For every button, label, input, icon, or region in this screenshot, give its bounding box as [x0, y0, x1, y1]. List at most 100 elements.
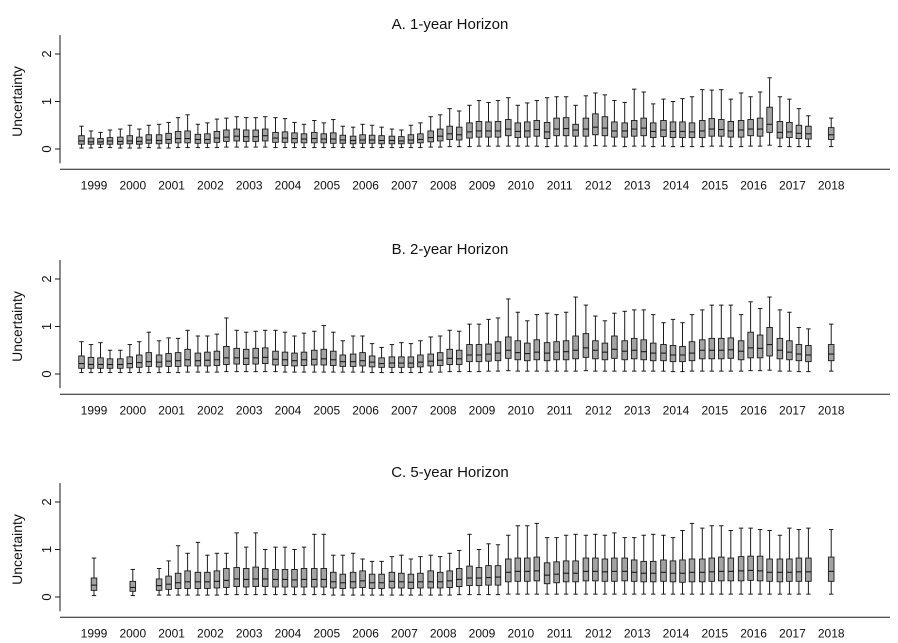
panel-c-box-2010-3 — [524, 557, 531, 582]
panel-a-box-2002-2 — [204, 133, 211, 144]
panel-b-box-2011-3 — [562, 340, 570, 361]
panel-b-box-2010-1 — [505, 336, 512, 359]
panel-b-y-axis-label: Uncertainty — [9, 291, 25, 362]
panel-c-x-tick-label-2008: 2008 — [430, 626, 457, 638]
panel-a-box-2014-2 — [669, 121, 677, 139]
panel-b-x-tick-label-2004: 2004 — [275, 403, 302, 417]
panel-a-x-tick-label-2001: 2001 — [158, 178, 185, 192]
panel-a-box-2010-3 — [524, 121, 531, 138]
panel-c-x-tick-label-2000: 2000 — [119, 626, 146, 638]
panel-c-x-tick-label-2011: 2011 — [547, 626, 573, 638]
panel-b-x-tick-label-2014: 2014 — [663, 403, 690, 417]
panel-b-x-tick-label-2013: 2013 — [624, 403, 651, 417]
panel-a-box-2015-2 — [708, 118, 716, 137]
panel-a-box-2017-2 — [786, 121, 793, 139]
panel-a-box-2011-1 — [543, 121, 551, 140]
panel-c-box-2010-2 — [514, 557, 522, 582]
panel-b-box-2001-4 — [184, 348, 191, 367]
panel-c-box-2006-4 — [378, 573, 385, 589]
panel-a-box-2010-1 — [505, 119, 512, 137]
panel-a-box-2009-2 — [475, 120, 483, 138]
panel-a-box-2001-2 — [165, 132, 172, 144]
panel-c-box-2003-4 — [261, 568, 269, 587]
panel-c-box-2001-2 — [165, 575, 172, 590]
panel-a-box-2006-2 — [359, 134, 366, 144]
panel-c-box-2002-2 — [204, 571, 211, 589]
panel-c-x-tick-label-2012: 2012 — [585, 626, 612, 638]
panel-a-box-2004-3 — [291, 132, 298, 144]
panel-a-box-2016-4 — [766, 106, 773, 133]
panel-b-box-2009-1 — [466, 344, 473, 363]
panel-b-box-2015-2 — [708, 337, 716, 360]
panel-c-y-tick-label-1: 1 — [39, 546, 54, 553]
panel-c-x-tick-label-2009: 2009 — [469, 626, 496, 638]
panel-a-box-2008-3 — [446, 125, 453, 140]
panel-c-y-tick-label-2: 2 — [39, 498, 54, 505]
panel-b-box-2004-2 — [281, 351, 289, 366]
panel-b-box-2007-4 — [417, 354, 424, 368]
panel-c-box-2015-4 — [727, 557, 735, 582]
panel-c-box-2016-3 — [756, 555, 764, 582]
panel-a-box-2017-3 — [795, 124, 803, 140]
panel-b-box-2015-1 — [699, 339, 706, 360]
panel-c-box-2013-2 — [630, 559, 638, 582]
panel-b-x-tick-label-2008: 2008 — [430, 403, 457, 417]
panel-c-box-2015-1 — [699, 558, 706, 583]
panel-a-box-2000-3 — [136, 136, 143, 145]
panel-c-box-2009-4 — [494, 565, 502, 586]
panel-a-x-tick-label-2000: 2000 — [119, 178, 146, 192]
panel-a-x-tick-label-2003: 2003 — [236, 178, 263, 192]
panel-a-x-tick-label-2010: 2010 — [507, 178, 534, 192]
panel-b-x-tick-label-2000: 2000 — [119, 403, 146, 417]
panel-b-box-2012-4 — [611, 335, 618, 359]
panel-c-x-tick-label-2004: 2004 — [275, 626, 302, 638]
panel-c-x-tick-label-2015: 2015 — [701, 626, 728, 638]
panel-b-y-tick-label-0: 0 — [39, 370, 54, 377]
panel-c-box-2017-1 — [776, 558, 784, 583]
panel-c-box-2007-3 — [407, 573, 415, 589]
panel-a-y-tick-label-2: 2 — [39, 50, 54, 57]
panel-a-box-2012-2 — [592, 113, 599, 136]
panel-b-box-2009-3 — [485, 343, 492, 362]
panel-c-box-2014-4 — [688, 558, 696, 583]
panel-b-box-2002-1 — [194, 352, 202, 367]
panel-b-x-tick-label-2001: 2001 — [158, 403, 185, 417]
panel-c-box-2017-4 — [805, 557, 812, 582]
panel-b-box-2016-4 — [766, 327, 773, 357]
panel-a-y-tick-label-0: 0 — [39, 145, 54, 152]
panel-a-x-tick-label-2015: 2015 — [701, 178, 728, 192]
panel-b-box-2003-3 — [252, 347, 259, 365]
panel-c-box-2009-3 — [485, 565, 492, 586]
panel-a-box-1999-2 — [87, 137, 95, 145]
panel-a-title: A. 1-year Horizon — [392, 16, 509, 33]
panel-a-box-2014-3 — [679, 121, 686, 139]
panel-a-box-2007-4 — [417, 133, 424, 144]
panel-b-box-2013-2 — [630, 337, 638, 360]
panel-b-x-tick-label-2016: 2016 — [740, 403, 767, 417]
panel-c-box-2016-2 — [747, 555, 754, 581]
panel-b-box-2007-2 — [398, 356, 405, 368]
panel-c-box-2006-1 — [349, 571, 357, 589]
panel-a-x-tick-label-2007: 2007 — [391, 178, 418, 192]
panel-c-box-2007-4 — [417, 572, 424, 589]
panel-b-x-tick-label-2009: 2009 — [469, 403, 496, 417]
panel-b-box-2006-1 — [349, 353, 357, 367]
panel-c-box-2004-4 — [300, 568, 308, 588]
panel-c-box-2014-3 — [679, 559, 686, 583]
panel-a-box-2002-3 — [213, 130, 221, 143]
panel-b-box-2009-4 — [494, 341, 502, 362]
panel-a-box-2005-3 — [330, 132, 337, 144]
panel-c-box-2013-1 — [621, 557, 628, 582]
panel-c-x-tick-label-2007: 2007 — [391, 626, 418, 638]
panel-a-box-2006-3 — [368, 134, 376, 144]
panel-a-x-tick-label-2011: 2011 — [547, 178, 573, 192]
panel-a-box-2009-1 — [466, 122, 473, 139]
panel-c-y-tick-label-0: 0 — [39, 593, 54, 600]
panel-c-x-tick-label-1999: 1999 — [81, 626, 108, 638]
panel-a-box-2011-3 — [562, 117, 570, 137]
panel-a-box-2002-4 — [223, 129, 230, 142]
panel-b-box-2003-4 — [261, 347, 269, 365]
panel-b-y-tick-label-1: 1 — [39, 323, 54, 330]
panel-a-box-2004-4 — [300, 133, 308, 144]
panel-a-box-2009-3 — [485, 121, 492, 138]
